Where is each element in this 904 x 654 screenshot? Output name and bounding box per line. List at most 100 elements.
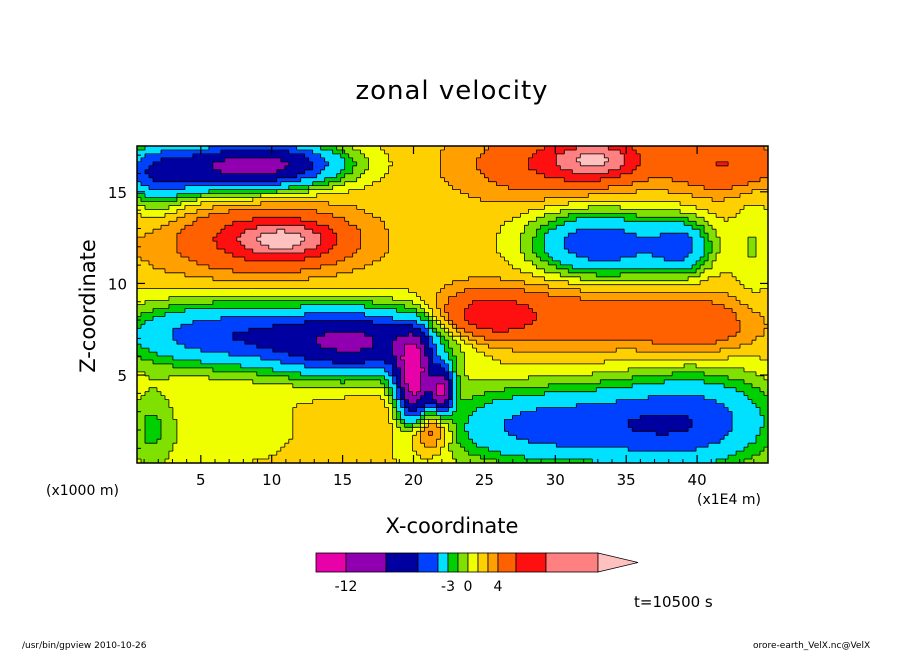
field-cell <box>440 415 469 420</box>
field-cell <box>388 407 393 412</box>
field-cell <box>468 431 509 436</box>
field-cell <box>388 383 397 389</box>
field-cell <box>396 363 405 369</box>
field-cell <box>732 415 765 420</box>
field-cell <box>580 296 737 301</box>
field-cell <box>137 268 166 274</box>
field-cell <box>692 249 705 254</box>
field-cell <box>452 320 469 325</box>
field-cell <box>524 252 537 258</box>
field-cell <box>512 415 641 420</box>
field-cell <box>532 241 545 246</box>
field-cell <box>137 201 182 206</box>
field-cell <box>292 423 393 428</box>
field-cell <box>284 165 314 171</box>
field-cell <box>144 146 210 151</box>
field-cell <box>704 217 725 222</box>
field-cell <box>364 359 386 365</box>
field-cell <box>704 185 733 190</box>
field-cell <box>412 300 425 305</box>
field-cell <box>464 423 505 428</box>
field-cell <box>380 146 445 151</box>
field-cell <box>408 288 441 294</box>
field-cell <box>460 332 473 337</box>
field-cell <box>712 249 721 254</box>
field-cell <box>448 427 457 432</box>
field-cell <box>544 268 569 274</box>
field-cell <box>244 340 318 345</box>
x-tick-label: 15 <box>333 471 352 489</box>
field-cell <box>152 177 278 183</box>
field-cell <box>137 177 154 183</box>
field-cell <box>137 352 158 357</box>
field-cell <box>420 328 429 333</box>
field-cell <box>392 451 417 456</box>
field-cell <box>344 161 358 167</box>
field-cell <box>144 153 194 159</box>
field-cell <box>352 268 521 274</box>
field-cell <box>444 443 449 448</box>
field-cell <box>292 411 389 416</box>
field-cell <box>740 328 765 333</box>
field-cell <box>372 320 417 325</box>
field-cell <box>516 435 725 440</box>
field-cell <box>304 153 322 159</box>
field-cell <box>220 229 246 234</box>
field-cell <box>360 245 390 250</box>
field-cell <box>137 344 142 349</box>
field-cell <box>416 292 437 297</box>
field-cell <box>496 459 593 464</box>
field-cell <box>436 407 449 412</box>
field-cell <box>392 439 413 444</box>
field-cell <box>440 356 449 361</box>
field-cell <box>304 320 374 325</box>
field-cell <box>392 399 397 404</box>
field-cell <box>380 217 513 222</box>
field-cell <box>148 387 158 393</box>
field-cell <box>212 276 310 282</box>
field-cell <box>336 237 362 242</box>
field-cell <box>436 399 445 404</box>
field-cell <box>360 233 390 238</box>
field-cell <box>232 332 326 337</box>
field-cell <box>424 324 429 329</box>
field-cell <box>672 177 761 183</box>
field-cell <box>224 249 254 254</box>
field-cell <box>400 427 413 432</box>
field-cell <box>224 157 282 163</box>
field-cell <box>137 379 254 385</box>
field-cell <box>244 245 270 250</box>
field-cell <box>137 189 210 194</box>
field-cell <box>432 320 437 325</box>
field-cell <box>692 423 733 428</box>
field-cell <box>180 252 234 258</box>
field-cell <box>500 229 525 234</box>
field-cell <box>208 213 334 218</box>
field-cell <box>168 205 186 210</box>
field-cell <box>352 146 382 151</box>
field-cell <box>756 439 769 444</box>
field-cell <box>144 423 162 428</box>
field-cell <box>320 237 338 242</box>
field-cell <box>580 161 605 167</box>
field-cell <box>432 336 441 341</box>
field-cell <box>452 280 525 286</box>
field-cell <box>137 169 146 175</box>
field-cell <box>292 435 393 440</box>
field-cell <box>240 363 306 369</box>
field-cell <box>352 157 370 163</box>
field-cell <box>456 395 461 400</box>
field-cell <box>320 252 354 258</box>
field-cell <box>540 256 553 262</box>
field-cell <box>388 371 393 377</box>
field-cell <box>356 225 386 230</box>
field-cell <box>708 221 769 226</box>
field-cell <box>168 403 298 408</box>
field-cell <box>404 371 421 377</box>
field-cell <box>528 165 561 171</box>
field-cell <box>460 348 477 353</box>
field-cell <box>456 407 477 412</box>
field-cell <box>728 336 757 341</box>
field-cell <box>137 363 174 369</box>
field-cell <box>760 411 769 416</box>
